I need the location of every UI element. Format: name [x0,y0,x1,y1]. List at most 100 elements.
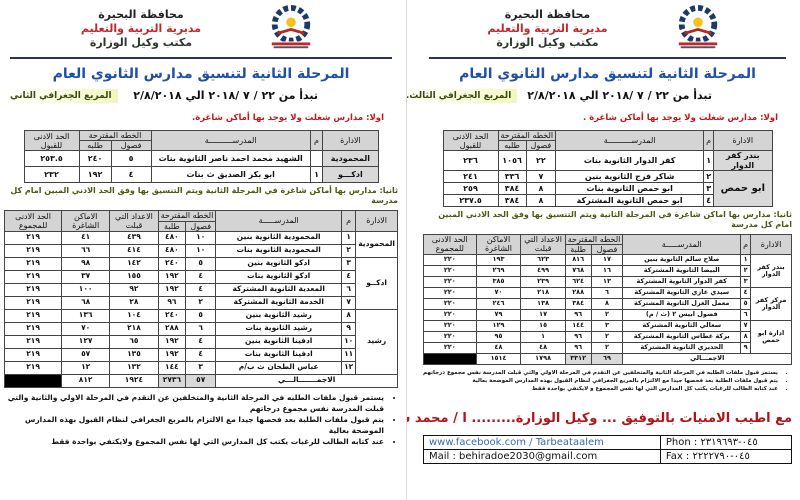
cell: ١٦ [590,265,624,278]
cell: ٩٥ [475,331,522,344]
cell: ٤ [185,269,217,284]
page-title: المرحلة الثانية لتنسيق مدارس الثانوي الع… [52,66,350,82]
office: مكتب وكيل الوزارة [496,36,599,49]
note-item: يستمر قبول ملفات الطلبه في المرحلة الثان… [423,369,778,377]
col-min: الحد الادنى للمجموع [3,210,63,232]
col-accepted: الاعداد التي قبلت [109,210,159,232]
cell: ٢١٩ [3,360,63,375]
table-row: ٤ ابو حمص الثانوية المشتركة ٨ ٣٨٤ ٢٣٧.٥ [442,193,772,207]
cell: ١٠ [185,230,217,245]
col-school: المدرســــــــــة [555,129,705,152]
total-students: ٣٣١٢ [564,353,592,366]
col-plan: الخطه المقترحة [78,129,152,142]
cell: ١٠٠ [61,282,111,297]
table-row: بندر كفر الدوار ١ كفر الدوار الثانوية بنات… [442,150,773,171]
left-document: محافظة البحيرة مديرية التربية والتعليم م… [0,0,402,500]
table-row: بندر كفر الدوار ١ صلاح سالم الثانوية بنين ١… [423,254,792,289]
cell: الحديري الثانوية المشتركة [622,342,742,355]
cell: ٩٢ [109,282,159,297]
cell: ادفينا الثانوية بنات [215,347,343,362]
cell: ٢ [740,265,752,278]
cell: ١٧ [590,254,624,267]
date-row: تبدأ من ٢٢ / ٧ /٢٠١٨ الي ٢/٨/٢٠١٨ المربع … [4,89,398,103]
cell: ٤١ [61,230,111,245]
total-accepted: ١٩٢٤ [109,373,159,388]
cell: ادفينا الثانوية بنين [215,334,343,349]
cell: شاكر فرج الثانوية بنين [555,169,705,183]
cell: ٨ [525,181,557,195]
cell: ١٩٢ [157,347,187,362]
total-vacant: ١٥١٤ [475,353,522,366]
date-row: تبدأ من ٢٢ / ٧ /٢٠١٨ الي ٢/٨/٢٠١٨ المربع … [407,89,792,103]
cell: ١٩٢ [78,166,112,184]
email[interactable]: Mail : behiradoe2030@gmail.com [423,449,661,465]
note-item: عند كتابه الطالب للرغبات يكتب كل المدارس… [4,436,384,447]
col-admin: الادارة [750,233,792,256]
cell: ٢٤٠ [78,150,112,168]
cell: معمل الغزل الثانوية المشتركة [622,298,742,311]
cell: ٢١٩ [3,282,63,297]
cell: ١ [520,331,566,344]
cell: ٣ [703,181,715,195]
cell: ٢٢٠ [423,254,477,267]
cell: ٢٢ [525,150,557,171]
col-num: م [740,233,752,256]
col-admin: الادارة [713,129,773,152]
cell: ٣٨٥ [475,276,522,289]
total-blank [423,353,477,366]
cell: ٤ [185,347,217,362]
col-classes: فصول [110,140,152,152]
col-students: طلبه [497,140,527,152]
cell: ١٣٦ [61,308,111,323]
cell: الخدمة الثانوية المشتركة [215,295,343,310]
cell: ١٢٧ [61,334,111,349]
contact-table: www.facebook.com / Tarbeataalem Phon : ٠٤… [423,435,793,465]
total-classes: ٥٧ [185,373,217,388]
cell: ٦ [740,309,752,322]
cell: ٨ [740,331,752,344]
cell: ادكو الثانوية بنين [215,256,343,271]
geographic-quadrant: المربع الجغرافي الثالث. [407,89,518,103]
cell: ٧٠ [61,321,111,336]
table-row: ٣ كفر الدوار الثانوية المشتركة ١٣ ٦٢٤ ٢٣٩ ٣٨٥… [423,276,792,289]
cell: ١٤٢ [109,256,159,271]
cell: ٧ [341,295,357,310]
cell: ٢٣٢ [23,166,80,184]
cell: ٢١٩ [3,347,63,362]
cell: ٢٤٠ [157,308,187,323]
cell: ٢ [703,169,715,183]
right-document: محافظة البحيرة مديرية التربية والتعليم م… [406,0,800,500]
cell-admin: المحمودية [355,230,398,258]
note-item: يتم قبول ملفات الطلبة بعد فحصها جيدا مع … [423,377,778,385]
cell: المحمودية [322,150,379,168]
cell: ١ [309,166,324,184]
facebook-link[interactable]: www.facebook.com / Tarbeataalem [423,435,661,451]
col-admin: الادارة [355,210,398,232]
cell: ٤٨٠ [157,243,187,258]
cell: ١ [703,150,715,171]
col-school: المدرســـــة [215,210,343,232]
cell: ١٧ [520,309,566,322]
col-num: م [309,129,324,152]
cell: صلاح سالم الثانوية بنين [622,254,742,267]
cell: ٢ [590,342,624,355]
cell: ٥ [185,308,217,323]
cell: ٢١٩ [3,308,63,323]
office: مكتب وكيل الوزارة [89,36,193,49]
cell: ٩٨ [61,256,111,271]
total-row: الاجمـــالي ٦٩ ٣٣١٢ ١٧٩٨ ١٥١٤ [423,353,792,366]
col-students: طلبة [157,220,187,232]
table-row: ادارة ابو حمص ٧ سعالي الثانوية المشتركة ٣ ١٤… [423,320,792,355]
cell: الشهيد محمد احمد ناصر الثانوية بنات [150,150,311,168]
cell: ٩٦ [564,309,592,322]
cell: رشيد الثانوية بنات [215,321,343,336]
col-school: المدرســــــــــة [150,129,311,152]
cell: ٣ [185,360,217,375]
cell: ٢١٩ [3,334,63,349]
letterhead: محافظة البحيرة مديرية التربية والتعليم م… [487,8,607,50]
cell: ٤٩٩ [520,265,566,278]
table-row: ٧ الخدمة الثانوية المشتركة ٢ ٩٦ ٢٨ ٦٨ ٢١٩ [3,295,398,310]
col-admin: الادارة [322,129,379,152]
col-classes: فصول [590,243,624,256]
cell-admin: ادكــو [355,256,398,310]
